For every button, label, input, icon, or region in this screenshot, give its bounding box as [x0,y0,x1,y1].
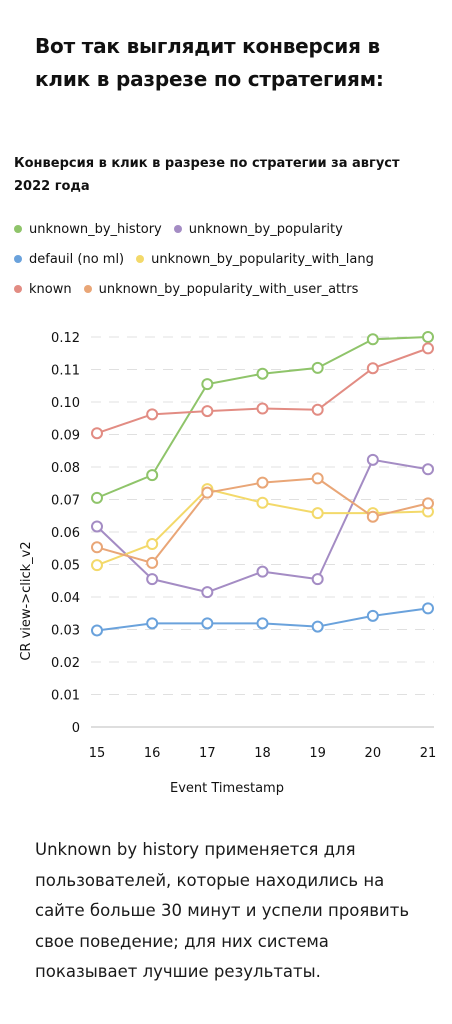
data-point[interactable] [366,609,379,622]
legend-dot-icon [14,285,22,293]
legend-row: known unknown_by_popularity_with_user_at… [14,274,444,304]
y-axis-ticks: 0 0.01 0.02 0.03 0.04 0.05 0.06 0.07 0.08 0.09 0.1… [51,331,80,736]
legend-item-unknown-by-popularity[interactable]: unknown_by_popularity [173,221,343,237]
data-point[interactable] [256,617,269,630]
data-point[interactable] [201,486,214,499]
data-point[interactable] [91,541,103,554]
legend-label: known [29,281,72,297]
series-layer [91,331,434,637]
data-point[interactable] [256,496,269,509]
data-point[interactable] [422,497,434,510]
x-axis-ticks: 15 16 17 18 19 20 21 [89,746,437,761]
data-point[interactable] [91,559,103,572]
legend-label: unknown_by_popularity [188,221,343,237]
data-point[interactable] [311,472,324,485]
data-point[interactable] [311,573,324,586]
legend-label: unknown_by_popularity_with_lang [151,251,374,267]
series-unknown-by-history [91,331,434,504]
x-tick-label: 16 [144,746,161,761]
line-chart: 0 0.01 0.02 0.03 0.04 0.05 0.06 0.07 0.08 0.09 0.1… [19,331,437,796]
data-point[interactable] [422,331,434,343]
data-point[interactable] [422,342,434,355]
data-point[interactable] [91,520,103,533]
data-point[interactable] [311,507,324,520]
data-point[interactable] [146,408,159,421]
y-tick-label: 0.12 [51,331,80,346]
legend-dot-icon [136,255,145,263]
data-point[interactable] [366,362,379,375]
legend-item-unknown-by-popularity-with-user-attrs[interactable]: unknown_by_popularity_with_user_attrs [83,281,359,297]
data-point[interactable] [366,453,379,466]
x-tick-label: 18 [254,746,271,761]
series-unknown-by-popularity [91,453,434,599]
series-line [96,347,429,435]
y-tick-label: 0.07 [51,494,80,509]
y-tick-label: 0.02 [51,656,80,671]
data-point[interactable] [146,469,159,482]
data-point[interactable] [201,378,214,391]
legend-item-unknown-by-history[interactable]: unknown_by_history [14,222,162,237]
data-point[interactable] [91,491,103,504]
y-tick-label: 0.06 [51,526,80,541]
data-point[interactable] [91,427,103,440]
data-point[interactable] [201,617,214,630]
data-point[interactable] [146,538,159,551]
data-point[interactable] [422,602,434,615]
data-point[interactable] [311,620,324,633]
chart-legend: unknown_by_history unknown_by_popularity… [14,214,444,304]
legend-label: defauil (no ml) [29,251,125,267]
legend-label: unknown_by_history [29,221,162,237]
x-tick-label: 17 [199,746,216,761]
x-tick-label: 19 [309,746,326,761]
data-point[interactable] [311,361,324,374]
legend-item-unknown-by-popularity-with-lang[interactable]: unknown_by_popularity_with_lang [136,252,374,267]
chart-title: Конверсия в клик в разрезе по стратегии … [14,156,400,194]
legend-dot-icon [83,285,92,293]
series-known [91,342,434,440]
data-point[interactable] [256,402,269,415]
legend-item-known[interactable]: known [14,282,72,297]
caption: Unknown by history применяется для польз… [35,840,410,981]
data-point[interactable] [146,573,159,586]
y-tick-label: 0.03 [51,624,80,639]
x-tick-label: 20 [365,746,382,761]
y-tick-label: 0.01 [51,689,80,704]
y-tick-label: 0.08 [51,461,80,476]
legend-dot-icon [173,225,182,233]
legend-row: unknown_by_history unknown_by_popularity [14,214,444,244]
grid-layer [91,336,434,728]
data-point[interactable] [311,403,324,416]
legend-dot-icon [14,225,22,233]
series-unknown-by-popularity-with-user-attrs [91,472,434,569]
data-point[interactable] [366,333,379,346]
y-tick-label: 0.11 [51,364,80,379]
y-tick-label: 0.10 [51,396,80,411]
data-point[interactable] [91,624,103,637]
y-tick-label: 0.05 [51,559,80,574]
y-tick-label: 0.04 [51,591,80,606]
legend-label: unknown_by_popularity_with_user_attrs [98,281,359,297]
y-tick-label: 0.09 [51,429,80,444]
legend-item-default-no-ml[interactable]: defauil (no ml) [14,252,124,267]
y-axis-title: CR view->click_v2 [19,541,34,660]
series-defauil-no-ml [91,602,434,637]
x-axis-title: Event Timestamp [170,781,284,796]
legend-dot-icon [14,255,22,263]
x-tick-label: 21 [420,746,437,761]
data-point[interactable] [201,405,214,418]
data-point[interactable] [256,476,269,489]
data-point[interactable] [146,617,159,630]
legend-row: defauil (no ml) unknown_by_popularity_wi… [14,244,444,274]
data-point[interactable] [422,463,434,476]
x-tick-label: 15 [89,746,106,761]
data-point[interactable] [256,367,269,380]
data-point[interactable] [201,586,214,599]
data-point[interactable] [256,565,269,578]
data-point[interactable] [146,556,159,569]
y-tick-label: 0 [72,721,80,736]
series-unknown-by-popularity-with-lang [91,483,434,572]
headline: Вот так выглядит конверсия в клик в разр… [35,34,384,91]
data-point[interactable] [366,510,379,523]
series-line [96,477,429,564]
